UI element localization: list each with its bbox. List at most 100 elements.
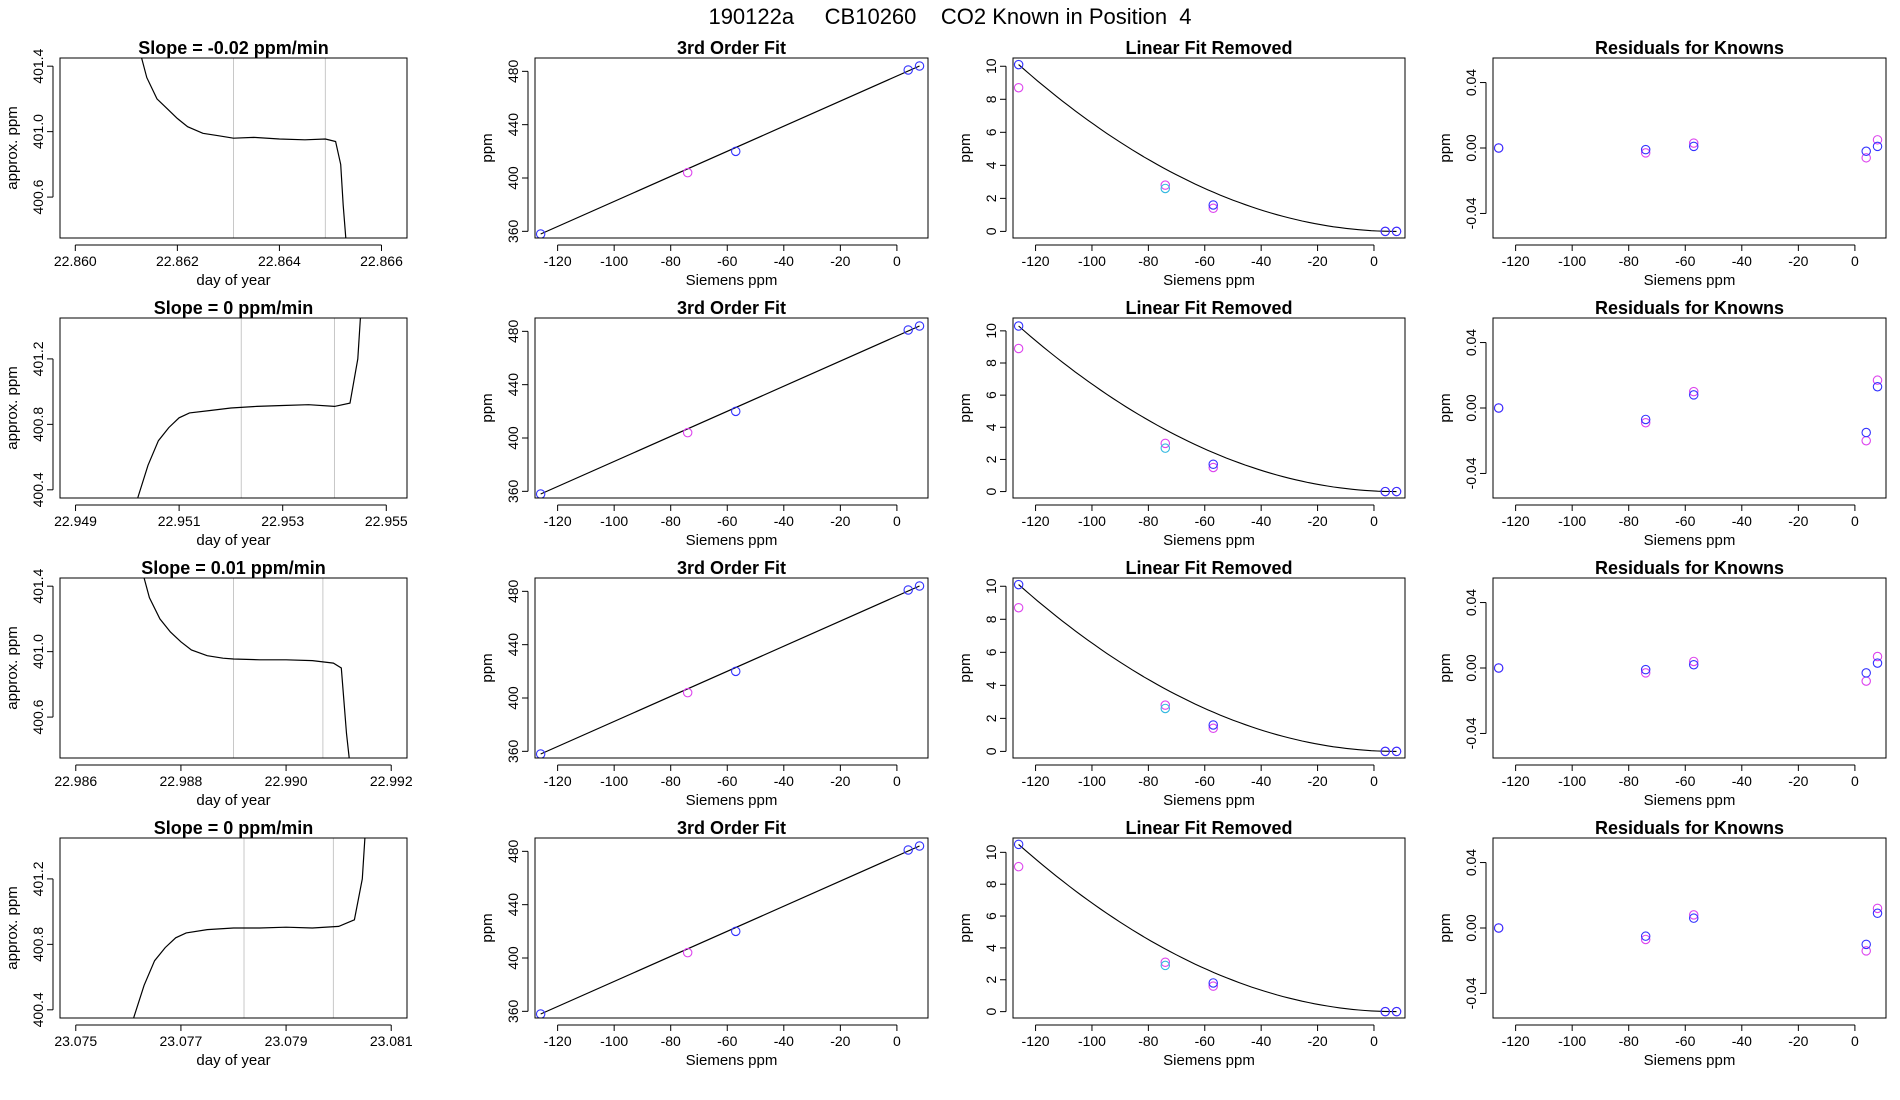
blue-point [535, 489, 546, 498]
panel-r4-c2: 3rd Order Fit -120 -100 -80 -60 -40 -20 0 Siemen… [479, 818, 929, 1069]
figure-title: 190122a CB10260 CO2 Known in Position 4 [708, 4, 1192, 29]
x-tick-label: -80 [661, 253, 681, 269]
y-tick-label: 400 [505, 946, 521, 970]
y-tick-label: 440 [505, 893, 521, 917]
x-tick-label: 22.862 [156, 253, 199, 269]
x-tick-label: -100 [1558, 1033, 1586, 1049]
y-tick-label: 6 [983, 648, 999, 656]
cyan-point [1160, 443, 1171, 453]
trace-line [133, 838, 366, 1018]
panel-r2-c1: Slope = 0 ppm/min 22.949 22.951 22.953 22.95… [4, 298, 408, 549]
y-axis-label: ppm [957, 913, 974, 942]
fit-line [540, 585, 920, 755]
magenta-point [1208, 981, 1218, 991]
blue-point [1391, 746, 1402, 757]
y-tick-label: 440 [505, 373, 521, 397]
blue-point [914, 61, 925, 71]
panel-r4-c4: Residuals for Knowns -120 -100 -80 -60 -40 -20… [1437, 818, 1887, 1069]
magenta-point [1861, 435, 1871, 446]
x-tick-label: -20 [1307, 253, 1327, 269]
y-tick-label: -0.04 [1463, 197, 1479, 229]
x-tick-label: -20 [1307, 1033, 1327, 1049]
magenta-point [1013, 82, 1024, 93]
y-tick-label: -0.04 [1463, 717, 1479, 749]
blue-point [730, 406, 741, 417]
panel-title: Residuals for Knowns [1595, 558, 1784, 578]
magenta-point [1208, 723, 1218, 734]
x-tick-label: -60 [1675, 1033, 1695, 1049]
x-tick-label: -60 [1195, 1033, 1215, 1049]
y-tick-label: 401.0 [30, 114, 46, 149]
x-tick-label: -100 [600, 253, 628, 269]
x-tick-label: -120 [544, 253, 572, 269]
y-tick-label: 480 [505, 579, 521, 603]
x-tick-label: -40 [1732, 1033, 1752, 1049]
magenta-point [1861, 676, 1871, 686]
y-tick-label: -0.04 [1463, 977, 1479, 1009]
panel-title: Residuals for Knowns [1595, 38, 1784, 58]
blue-point [535, 1009, 546, 1018]
x-tick-label: -60 [1195, 773, 1215, 789]
y-axis-label: ppm [479, 653, 496, 682]
blue-point [1493, 663, 1504, 673]
blue-point [903, 585, 913, 595]
y-tick-label: 2 [983, 714, 999, 722]
x-tick-label: -40 [1732, 773, 1752, 789]
blue-point [1688, 659, 1699, 670]
x-tick-label: -120 [1502, 513, 1530, 529]
magenta-point [1640, 417, 1651, 428]
plot-frame [1492, 577, 1887, 759]
x-tick-label: 0 [893, 773, 901, 789]
y-tick-label: 400.8 [30, 407, 46, 442]
fit-line [540, 65, 920, 235]
blue-point [1013, 59, 1024, 70]
x-tick-label: -60 [717, 773, 737, 789]
y-tick-label: 0.00 [1463, 914, 1479, 941]
x-tick-label: -120 [1022, 513, 1050, 529]
x-tick-label: -60 [717, 513, 737, 529]
y-tick-label: 10 [983, 578, 999, 594]
x-tick-label: -80 [1138, 773, 1158, 789]
plot-area [1013, 579, 1402, 757]
y-axis-label: ppm [1437, 653, 1454, 682]
x-tick-label: 22.864 [258, 253, 301, 269]
x-tick-label: -40 [1732, 253, 1752, 269]
blue-point [1208, 200, 1218, 210]
x-tick-label: -40 [774, 1033, 794, 1049]
x-tick-label: -80 [1138, 513, 1158, 529]
panel-r4-c3: Linear Fit Removed -120 -100 -80 -60 -40 -20 0 S… [957, 818, 1406, 1069]
x-tick-label: -20 [1788, 773, 1808, 789]
x-tick-label: -80 [661, 773, 681, 789]
blue-point [1861, 668, 1871, 678]
x-tick-label: -40 [774, 513, 794, 529]
x-tick-label: -20 [1788, 253, 1808, 269]
panel-title: Residuals for Knowns [1595, 298, 1784, 318]
y-axis-label: approx. ppm [4, 886, 21, 969]
y-tick-label: 4 [983, 944, 999, 952]
blue-point [1493, 923, 1504, 933]
blue-point [1013, 839, 1024, 850]
panel-r3-c2: 3rd Order Fit -120 -100 -80 -60 -40 -20 0 Siemen… [479, 558, 929, 809]
x-axis-label: day of year [196, 1052, 270, 1069]
magenta-point [682, 947, 693, 958]
x-tick-label: 0 [1370, 253, 1378, 269]
y-tick-label: 0.04 [1463, 589, 1479, 616]
panel-r1-c2: 3rd Order Fit -120 -100 -80 -60 -40 -20 0 Siemen… [479, 38, 929, 289]
y-tick-label: 400.4 [30, 992, 46, 1027]
fit-curve [1018, 584, 1397, 752]
x-tick-label: -60 [1195, 513, 1215, 529]
panel-r4-c1: Slope = 0 ppm/min 23.075 23.077 23.079 23.08… [4, 818, 413, 1069]
blue-point [1872, 141, 1883, 152]
x-tick-label: -100 [1558, 773, 1586, 789]
x-tick-label: 0 [1851, 513, 1859, 529]
trace-line [137, 318, 361, 498]
magenta-point [1688, 138, 1699, 148]
x-axis-label: Siemens ppm [686, 532, 778, 549]
magenta-point [1640, 668, 1651, 678]
y-tick-label: 401.4 [30, 48, 46, 83]
magenta-point [1640, 148, 1651, 158]
x-tick-label: -80 [1138, 1033, 1158, 1049]
magenta-point [1872, 375, 1883, 385]
y-tick-label: 400.6 [30, 699, 46, 734]
